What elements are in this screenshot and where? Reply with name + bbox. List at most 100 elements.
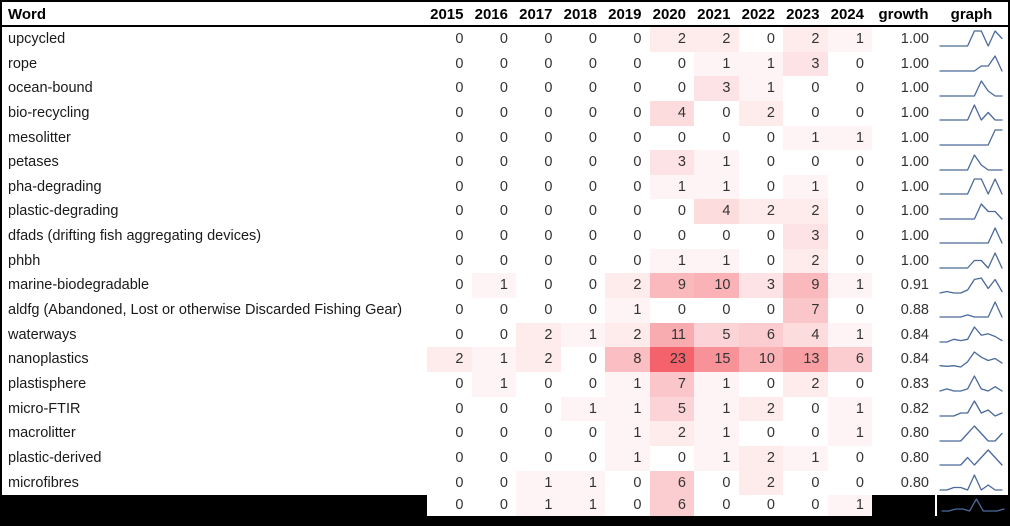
word-cell: phbh [8, 252, 41, 269]
growth-cell: 1.00 [900, 80, 929, 97]
growth-cell: 0.88 [900, 302, 929, 319]
count-cell: 0 [471, 27, 516, 52]
count-cell: 0 [516, 421, 561, 446]
year-header: 2018 [563, 6, 597, 23]
growth-cell: 1.00 [900, 154, 929, 171]
count-cell: 0 [649, 51, 694, 77]
count-cell: 2 [605, 322, 650, 348]
count-cell: 0 [516, 298, 561, 323]
count-cell: 0 [827, 76, 872, 101]
count-cell: 0 [605, 51, 650, 77]
count-cell: 0 [605, 495, 650, 517]
graph-cell [935, 421, 1008, 446]
count-cell: 2 [738, 199, 783, 225]
count-cell: 0 [427, 470, 472, 496]
count-cell: 0 [471, 76, 516, 101]
graph-cell [935, 347, 1008, 372]
count-cell: 0 [427, 51, 472, 77]
count-cell: 0 [605, 248, 650, 274]
count-cell: 1 [649, 174, 694, 200]
growth-cell: 1.00 [900, 228, 929, 245]
count-cell: 4 [649, 100, 694, 126]
count-cell: 0 [649, 224, 694, 249]
count-cell: 1 [471, 273, 516, 299]
count-cell: 2 [783, 27, 828, 52]
count-cell: 0 [827, 51, 872, 77]
year-header: 2024 [830, 6, 864, 23]
table-row: upcycled 0 0 0 0 0 2 2 0 2 1 1.00 [2, 27, 1008, 52]
table-sheet: Word 2015 2016 2017 2018 2019 2020 2021 2022 202… [2, 2, 1008, 517]
count-cell: 0 [649, 199, 694, 225]
count-cell: 6 [649, 470, 694, 496]
count-cell: 0 [827, 150, 872, 175]
table-header-row: Word 2015 2016 2017 2018 2019 2020 2021 2022 202… [2, 2, 1008, 27]
sparkline-graph [939, 104, 1003, 121]
count-cell: 0 [649, 445, 694, 471]
count-cell: 0 [471, 150, 516, 175]
word-cell: bio-recycling [8, 104, 90, 121]
growth-cell: 1.00 [900, 203, 929, 220]
count-cell: 0 [827, 371, 872, 397]
growth-cell: 1.00 [900, 129, 929, 146]
count-cell: 0 [738, 495, 783, 517]
growth-cell: 0.80 [900, 449, 929, 466]
count-cell: 9 [783, 273, 828, 299]
count-cell: 0 [605, 27, 650, 52]
count-cell: 1 [471, 347, 516, 372]
word-cell: dfads (drifting fish aggregating devices… [8, 228, 262, 245]
count-cell: 0 [738, 248, 783, 274]
count-cell: 0 [560, 248, 605, 274]
count-cell: 0 [427, 495, 472, 517]
count-cell: 2 [516, 322, 561, 348]
count-cell: 2 [427, 347, 472, 372]
count-cell: 1 [738, 76, 783, 101]
count-cell: 1 [694, 174, 739, 200]
count-cell: 0 [738, 224, 783, 249]
count-cell: 0 [560, 445, 605, 471]
count-cell: 0 [827, 470, 872, 496]
word-cell: upcycled [8, 31, 66, 47]
count-cell: 0 [516, 76, 561, 101]
count-cell: 4 [694, 199, 739, 225]
count-cell: 1 [783, 125, 828, 151]
count-cells: 0 0 2 1 2 11 5 6 4 1 [427, 322, 872, 348]
count-cell: 0 [560, 76, 605, 101]
count-cell: 0 [694, 224, 739, 249]
count-cell: 2 [738, 100, 783, 126]
sparkline-graph [939, 55, 1003, 72]
graph-cell [935, 372, 1008, 397]
count-cell: 0 [516, 445, 561, 471]
count-cell: 0 [471, 51, 516, 77]
table-body: upcycled 0 0 0 0 0 2 2 0 2 1 1.00 rope 0 0 0 0 0 0 1 1 3 0 1.00… [2, 27, 1008, 517]
graph-cell [935, 397, 1008, 422]
count-cell: 0 [560, 174, 605, 200]
count-cell: 0 [427, 174, 472, 200]
count-cell: 0 [605, 174, 650, 200]
count-cell: 0 [427, 421, 472, 446]
count-cell: 0 [427, 150, 472, 175]
count-cell: 0 [516, 125, 561, 151]
table-row: dfads (drifting fish aggregating devices… [2, 224, 1008, 249]
sparkline-graph [941, 498, 1005, 512]
graph-cell [935, 27, 1008, 52]
count-cell: 8 [605, 347, 650, 372]
graph-cell [935, 446, 1008, 471]
table-row: plastic-degrading 0 0 0 0 0 0 4 2 2 0 1.00 [2, 199, 1008, 225]
count-cell: 1 [694, 248, 739, 274]
count-cell: 0 [427, 100, 472, 126]
count-cell: 13 [783, 347, 828, 372]
word-cell: nanoplastics [8, 351, 89, 368]
count-cell: 1 [694, 371, 739, 397]
count-cell: 0 [427, 396, 472, 422]
count-cell: 0 [471, 224, 516, 249]
count-cell: 0 [694, 470, 739, 496]
count-cell: 0 [605, 150, 650, 175]
count-cell: 0 [783, 150, 828, 175]
count-cell: 0 [560, 100, 605, 126]
count-cell: 3 [783, 51, 828, 77]
count-cell: 1 [694, 421, 739, 446]
